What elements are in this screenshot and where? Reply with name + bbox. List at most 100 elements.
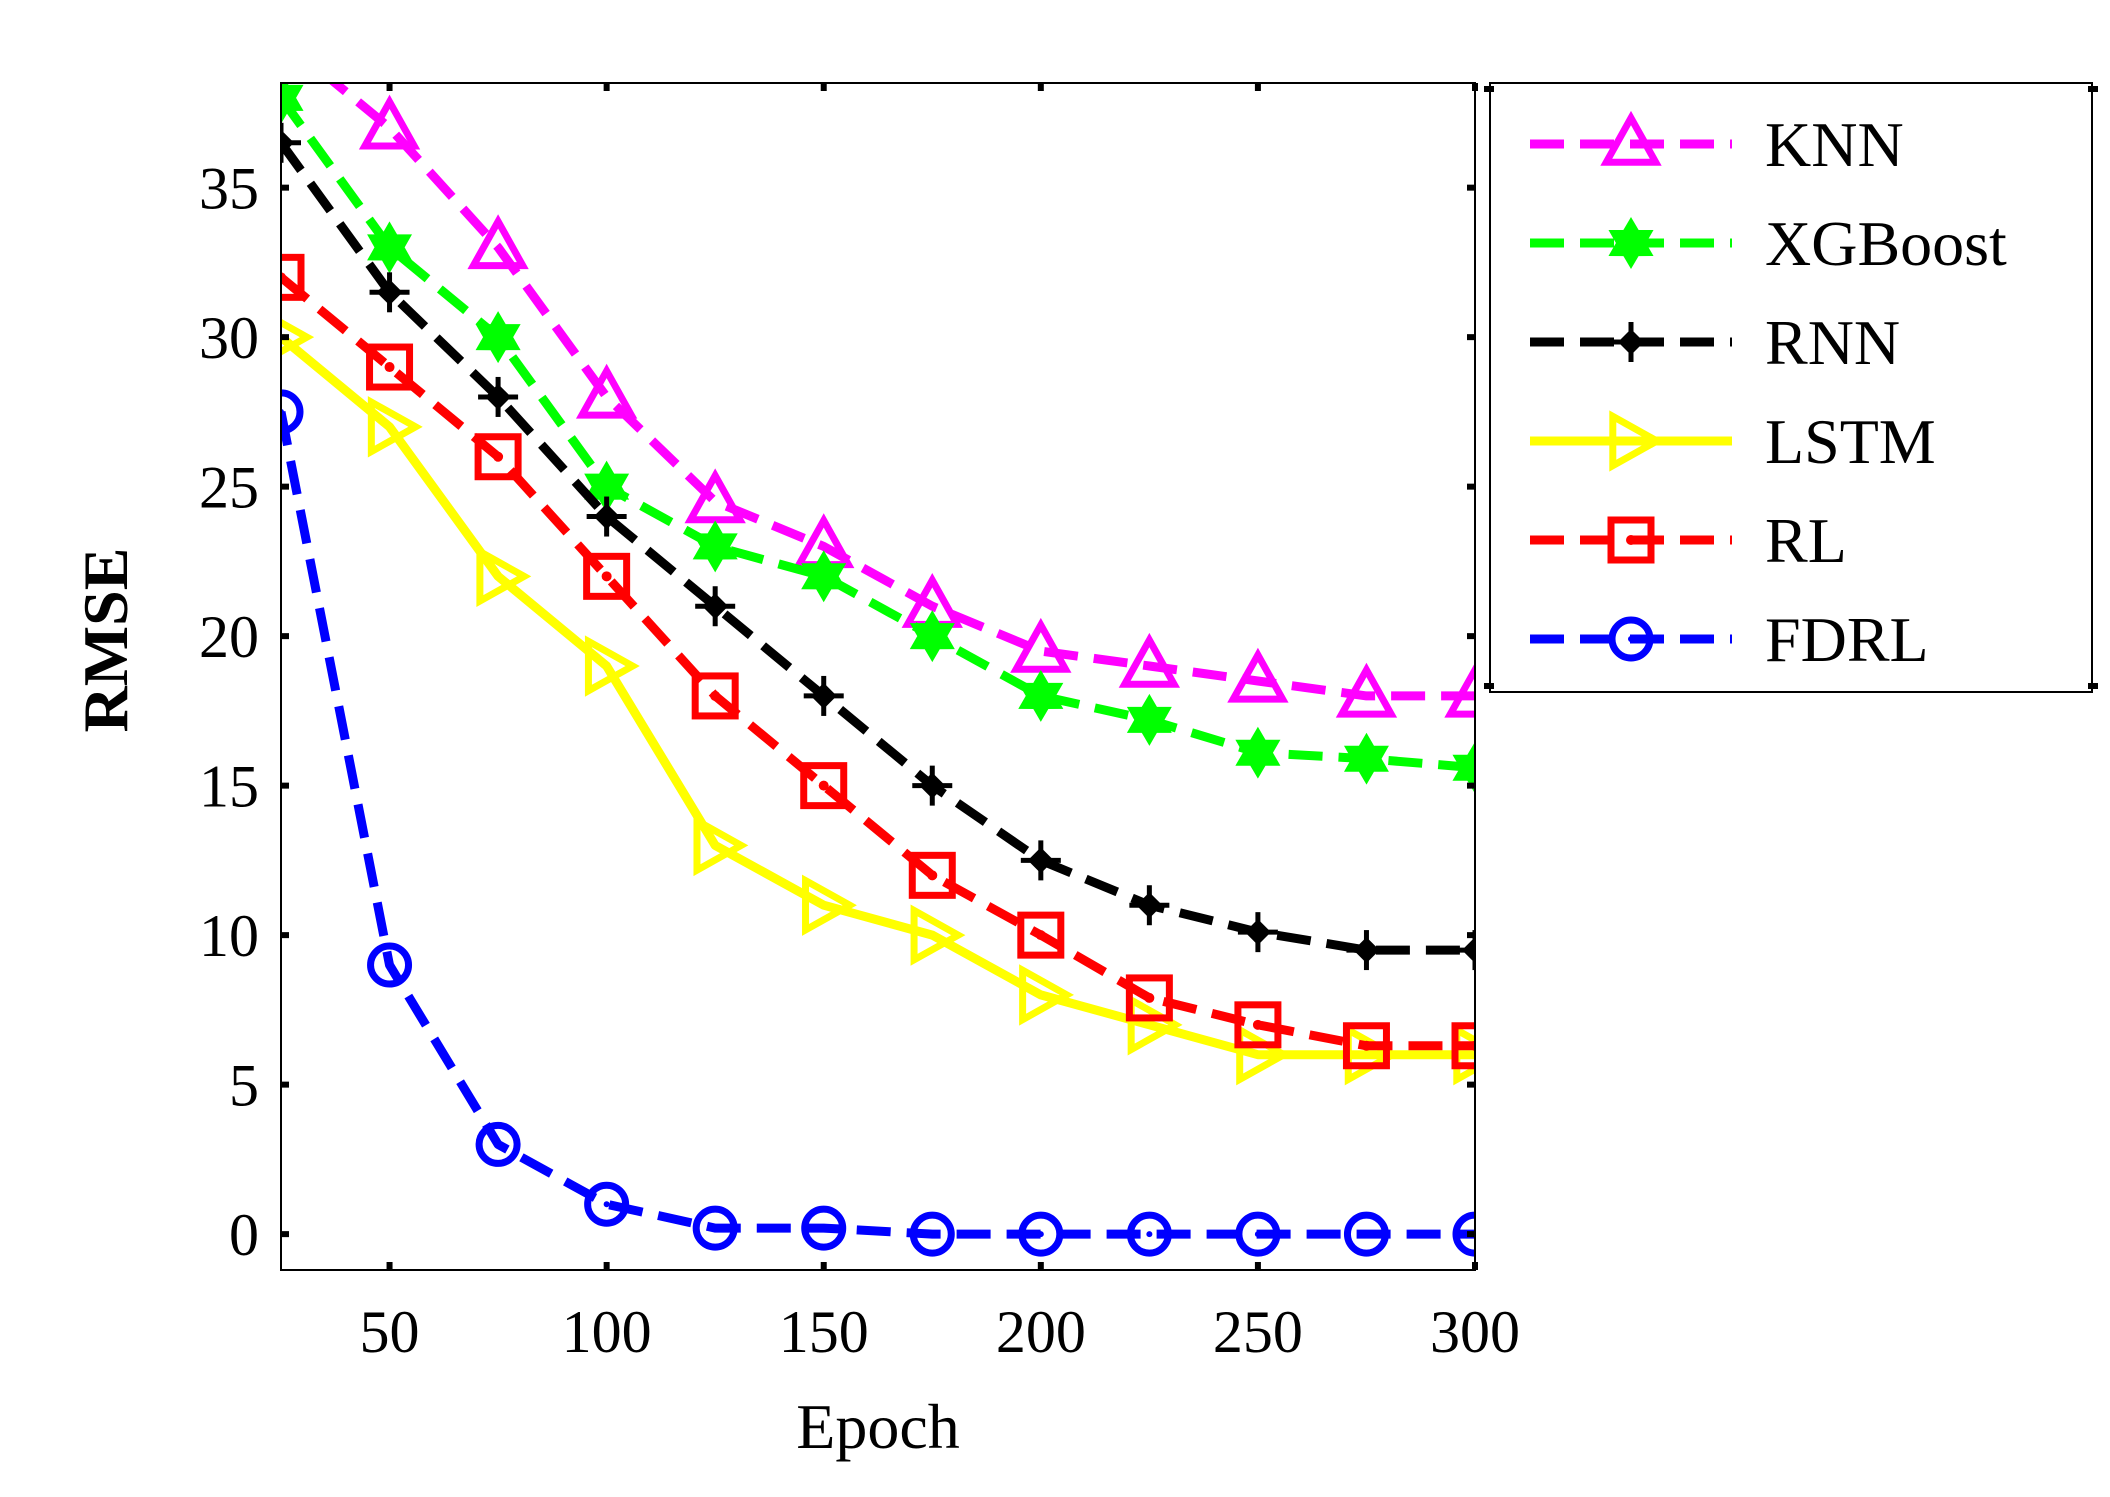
y-tick-label: 30 (199, 305, 259, 371)
point-fdrl (475, 1121, 521, 1167)
point-xgboost (1343, 732, 1389, 785)
x-tick-label: 50 (360, 1299, 420, 1365)
y-tick-label: 15 (199, 754, 259, 820)
point-rnn (478, 376, 519, 417)
point-knn (1335, 662, 1398, 718)
point-rnn (1455, 930, 1475, 971)
point-rl (691, 672, 739, 720)
point-fdrl (1343, 1211, 1389, 1257)
point-rnn (369, 272, 410, 313)
point-knn (575, 363, 638, 419)
legend: KNN XGBoost RNN LSTM RL FDRL (1484, 82, 2098, 693)
point-xgboost (475, 311, 521, 364)
legend-item-lstm: LSTM (1530, 406, 1936, 477)
series-layer (281, 83, 1475, 1257)
point-lstm (802, 874, 857, 936)
point-rl (583, 552, 631, 600)
series-line-knn (328, 83, 1475, 701)
y-tick-label: 20 (199, 604, 259, 670)
x-tick-label: 150 (779, 1299, 869, 1365)
point-xgboost (1126, 693, 1172, 746)
series-line-fdrl (281, 411, 1475, 1239)
point-rnn (586, 496, 627, 537)
point-fdrl (909, 1211, 955, 1257)
point-xgboost (1235, 726, 1281, 779)
point-rnn (803, 675, 844, 716)
legend-item-rnn: RNN (1530, 307, 1900, 378)
y-tick-label: 10 (199, 903, 259, 969)
point-xgboost (692, 520, 738, 573)
point-rl (1234, 1001, 1282, 1049)
point-rl (281, 253, 305, 301)
x-tick-label: 300 (1430, 1299, 1520, 1365)
legend-marker-rnn (1611, 322, 1651, 362)
point-rnn (1129, 885, 1170, 926)
point-fdrl (801, 1205, 847, 1251)
point-rnn (1237, 912, 1278, 953)
legend-marker-lstm (1609, 410, 1665, 472)
point-rnn (1020, 840, 1061, 881)
point-knn (1227, 647, 1289, 703)
y-tick-label: 35 (199, 156, 259, 222)
series-rl (281, 253, 1475, 1070)
point-rl (1017, 911, 1065, 959)
legend-marker-rl (1607, 516, 1655, 564)
series-line-rnn (281, 140, 1475, 955)
x-tick-label: 250 (1213, 1299, 1303, 1365)
series-line-lstm (281, 333, 1475, 1060)
series-line-xgboost (281, 95, 1475, 773)
legend-marker-xgboost (1608, 217, 1654, 269)
point-rl (1451, 1022, 1475, 1070)
point-rl (1342, 1022, 1390, 1070)
point-rl (908, 851, 956, 899)
legend-marker-fdrl (1608, 616, 1654, 662)
point-knn (684, 468, 746, 524)
legend-item-fdrl: FDRL (1530, 604, 1929, 675)
point-xgboost (1018, 669, 1064, 722)
point-rnn (1346, 930, 1387, 971)
point-xgboost (909, 610, 955, 663)
plot-frame (280, 82, 1476, 1271)
point-lstm (584, 635, 640, 697)
point-fdrl (692, 1205, 738, 1251)
point-xgboost (801, 550, 847, 603)
x-tick-label: 100 (562, 1299, 652, 1365)
point-fdrl (1126, 1211, 1172, 1257)
series-rnn (281, 122, 1475, 971)
point-rl (474, 433, 522, 481)
point-rl (1125, 974, 1173, 1022)
y-tick-label: 5 (229, 1053, 259, 1119)
point-lstm (693, 814, 749, 877)
point-knn (358, 94, 421, 150)
series-xgboost (281, 83, 1475, 794)
legend-label-fdrl: FDRL (1765, 604, 1929, 675)
axes (280, 82, 1478, 1271)
point-fdrl (1235, 1211, 1281, 1257)
point-fdrl (584, 1181, 630, 1227)
point-rl (366, 343, 414, 391)
legend-label-xgboost: XGBoost (1765, 208, 2007, 279)
point-lstm (281, 318, 315, 356)
point-xgboost (1452, 741, 1475, 794)
y-axis-label: RMSE (70, 548, 141, 733)
point-fdrl (367, 942, 413, 988)
point-knn (467, 214, 529, 270)
point-lstm (367, 396, 423, 458)
x-axis-label: Epoch (796, 1391, 960, 1462)
legend-item-rl: RL (1530, 505, 1847, 576)
legend-item-knn: KNN (1530, 109, 1904, 180)
point-xgboost (367, 221, 413, 274)
legend-label-rnn: RNN (1765, 307, 1900, 378)
point-knn (1118, 632, 1181, 688)
legend-label-rl: RL (1765, 505, 1847, 576)
point-lstm (910, 904, 966, 966)
legend-item-xgboost: XGBoost (1530, 208, 2007, 279)
point-xgboost (281, 83, 304, 124)
x-tick-label: 200 (996, 1299, 1086, 1365)
y-tick-label: 0 (229, 1202, 259, 1268)
point-lstm (1127, 994, 1183, 1056)
point-fdrl (1018, 1211, 1064, 1257)
y-tick-label: 25 (199, 455, 259, 521)
tick-labels: 50 100 150 200 250 300 0 5 10 15 20 25 30 35 (199, 156, 1520, 1365)
